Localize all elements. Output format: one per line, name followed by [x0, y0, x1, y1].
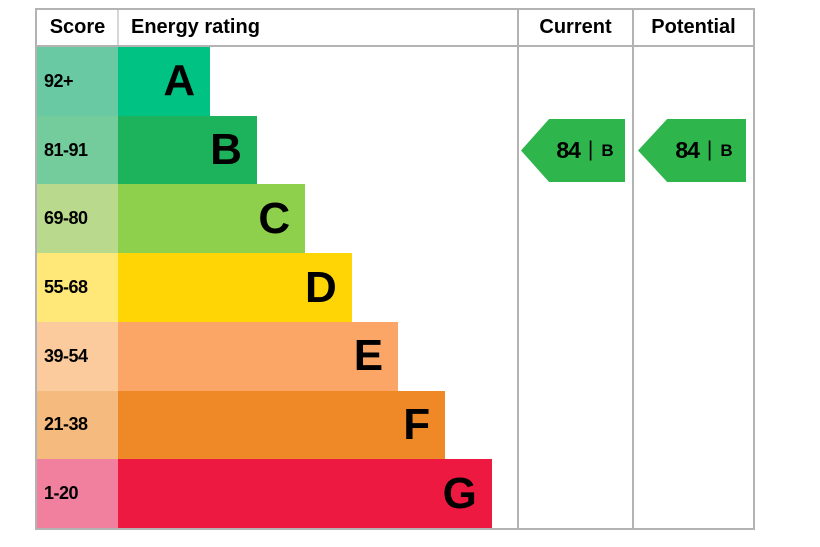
- bar-area: G: [118, 459, 517, 529]
- current-column-divider: [517, 10, 519, 528]
- band-bar: B: [118, 115, 257, 185]
- bar-area: D: [118, 253, 517, 322]
- band-row-g: 1-20 G: [37, 459, 753, 529]
- header-divider: [117, 10, 119, 45]
- bar-area: C: [118, 184, 517, 254]
- band-letter: D: [305, 262, 337, 312]
- band-bar: F: [118, 390, 446, 460]
- band-bar: D: [118, 253, 352, 322]
- current-rating-band: B: [601, 140, 614, 160]
- bar-area: B: [118, 115, 517, 185]
- band-bar: A: [118, 47, 211, 116]
- band-rows: 92+ A 81-91 B 69-80: [37, 47, 753, 529]
- band-row-d: 55-68 D: [37, 253, 753, 322]
- band-letter: G: [442, 468, 477, 518]
- header-energy-rating: Energy rating: [131, 16, 260, 38]
- band-row-a: 92+ A: [37, 47, 753, 116]
- band-row-e: 39-54 E: [37, 321, 753, 391]
- current-rating-value: 84: [556, 137, 581, 163]
- band-bar: C: [118, 184, 306, 254]
- table-header-row: Score Energy rating Current Potential: [37, 10, 753, 47]
- epc-table: Score Energy rating Current Potential 92…: [35, 8, 755, 530]
- band-bar: G: [118, 459, 492, 529]
- potential-rating-separator: |: [706, 137, 713, 161]
- band-row-b: 81-91 B: [37, 115, 753, 185]
- band-letter: A: [163, 56, 196, 106]
- band-letter: F: [403, 399, 431, 449]
- band-letter: B: [210, 125, 242, 175]
- band-row-f: 21-38 F: [37, 390, 753, 460]
- bar-area: A: [118, 47, 517, 116]
- score-cell: 69-80: [37, 184, 118, 254]
- potential-rating-band: B: [720, 140, 733, 160]
- bar-area: E: [118, 321, 517, 391]
- score-cell: 55-68: [37, 253, 118, 322]
- header-current: Current: [539, 16, 612, 38]
- score-cell: 81-91: [37, 115, 118, 185]
- potential-rating-value: 84: [675, 137, 700, 163]
- band-row-c: 69-80 C: [37, 184, 753, 254]
- score-cell: 1-20: [37, 459, 118, 529]
- current-rating-separator: |: [587, 137, 594, 161]
- score-cell: 39-54: [37, 321, 118, 391]
- band-bar: E: [118, 321, 399, 391]
- header-potential: Potential: [651, 16, 736, 38]
- band-letter: E: [353, 331, 384, 381]
- score-cell: 21-38: [37, 390, 118, 460]
- header-score: Score: [49, 16, 106, 38]
- score-cell: 92+: [37, 47, 118, 116]
- band-letter: C: [258, 193, 291, 243]
- bar-area: F: [118, 390, 517, 460]
- potential-column-divider: [632, 10, 634, 528]
